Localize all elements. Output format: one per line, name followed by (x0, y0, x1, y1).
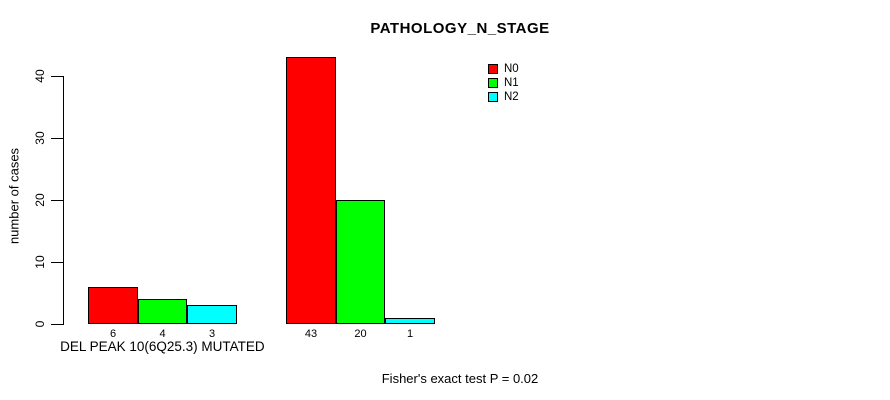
y-axis-tick (51, 200, 63, 201)
bar-n2 (385, 318, 435, 324)
bar-n1 (138, 299, 187, 324)
x-group-label: DEL PEAK 10(6Q25.3) MUTATED (60, 339, 265, 354)
legend-item: N2 (488, 90, 519, 104)
y-tick-label: 30 (33, 131, 47, 145)
y-axis-tick (51, 262, 63, 263)
legend-swatch-n1 (488, 78, 498, 88)
bar-n0 (286, 57, 336, 324)
legend-swatch-n0 (488, 64, 498, 74)
bar-n0 (88, 287, 138, 324)
bar-value-label: 6 (109, 328, 117, 340)
legend-item: N0 (488, 62, 519, 76)
y-axis-tick (51, 138, 63, 139)
legend-label: N1 (504, 77, 519, 89)
bar-value-label: 4 (159, 328, 166, 340)
y-axis-tick (51, 76, 63, 77)
bar-n2 (187, 305, 237, 324)
bar-value-label: 3 (208, 328, 216, 340)
legend-item: N1 (488, 76, 519, 90)
bar-value-label: 43 (304, 328, 318, 340)
y-tick-label: 40 (33, 69, 47, 83)
bar-value-label: 20 (354, 328, 367, 340)
legend-swatch-n2 (488, 92, 498, 102)
y-tick-label: 20 (33, 193, 47, 207)
chart-title: PATHOLOGY_N_STAGE (370, 20, 550, 37)
legend: N0 N1 N2 (488, 62, 519, 104)
bar-value-label: 1 (406, 328, 414, 340)
y-axis-tick (51, 324, 63, 325)
y-tick-label: 0 (33, 320, 47, 328)
y-tick-label: 10 (33, 255, 47, 269)
legend-label: N0 (504, 63, 519, 75)
stat-annotation: Fisher's exact test P = 0.02 (381, 371, 539, 386)
bar-n1 (336, 200, 385, 324)
legend-label: N2 (504, 91, 519, 103)
y-axis-line (63, 76, 64, 325)
